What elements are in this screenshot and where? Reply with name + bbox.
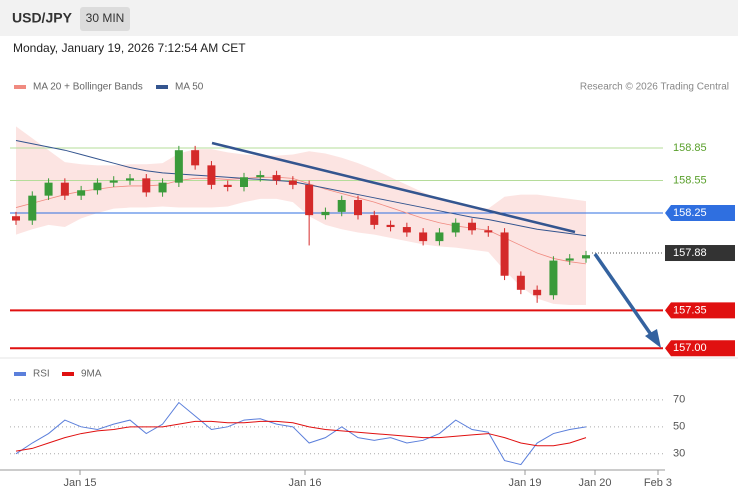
level-box bbox=[665, 302, 735, 319]
candle-body bbox=[305, 184, 314, 216]
ma50-line bbox=[15, 139, 587, 237]
symbol: USD/JPY bbox=[12, 10, 73, 26]
candle-body bbox=[93, 182, 102, 191]
candle-body bbox=[126, 178, 134, 181]
candle-body bbox=[565, 258, 574, 261]
credit: Research © 2026 Trading Central bbox=[580, 82, 729, 93]
legend-entry: 9MA bbox=[81, 369, 102, 380]
candle-body bbox=[582, 255, 590, 259]
candle-body bbox=[549, 260, 558, 296]
legend-entry: MA 20 + Bollinger Bands bbox=[33, 82, 143, 93]
candle-body bbox=[77, 190, 86, 196]
candle-body bbox=[533, 289, 542, 296]
candle-body bbox=[516, 275, 525, 290]
trend-line bbox=[211, 141, 576, 234]
candle-body bbox=[402, 227, 411, 233]
rsi-line bbox=[15, 420, 587, 452]
x-tick-label: Feb 3 bbox=[644, 477, 672, 489]
candle-body bbox=[451, 222, 460, 233]
candle-body bbox=[60, 182, 69, 196]
timeframe[interactable]: 30 MIN bbox=[86, 11, 125, 25]
candle-body bbox=[354, 199, 362, 216]
level-label: 158.85 bbox=[673, 142, 707, 154]
bollinger-band bbox=[16, 126, 586, 305]
candle-body bbox=[337, 199, 346, 212]
candle-body bbox=[386, 224, 395, 228]
level-label: 157.88 bbox=[673, 247, 707, 259]
candle-body bbox=[191, 150, 200, 166]
candle-body bbox=[109, 180, 118, 183]
level-label: 158.25 bbox=[673, 207, 707, 219]
rsi-line bbox=[15, 401, 587, 466]
candle-body bbox=[240, 177, 248, 187]
candle-body bbox=[256, 175, 265, 178]
candle-body bbox=[272, 175, 281, 181]
candle-body bbox=[142, 178, 151, 193]
candle-body bbox=[207, 165, 216, 185]
x-tick-label: Jan 16 bbox=[288, 477, 321, 489]
candle-body bbox=[28, 195, 37, 221]
x-tick-label: Jan 20 bbox=[578, 477, 611, 489]
y-tick-label: 30 bbox=[673, 448, 685, 460]
candle-body bbox=[174, 150, 183, 183]
candle-body bbox=[484, 230, 493, 233]
candle-body bbox=[158, 182, 167, 193]
candle-body bbox=[223, 184, 232, 187]
candle-body bbox=[435, 232, 444, 242]
legend-swatch bbox=[14, 372, 26, 376]
level-box bbox=[665, 245, 735, 262]
candle-body bbox=[419, 232, 428, 242]
x-tick-label: Jan 19 bbox=[508, 477, 541, 489]
legend-swatch bbox=[62, 372, 74, 376]
candle-body bbox=[44, 182, 53, 196]
candle-body bbox=[500, 232, 509, 276]
level-label: 157.00 bbox=[673, 342, 707, 354]
y-tick-label: 70 bbox=[673, 394, 685, 406]
x-tick-label: Jan 15 bbox=[63, 477, 96, 489]
level-box bbox=[665, 204, 735, 221]
candle-body bbox=[321, 211, 330, 216]
legend-swatch bbox=[156, 85, 168, 89]
arrow-head bbox=[645, 329, 661, 348]
candle-body bbox=[288, 180, 297, 185]
y-tick-label: 50 bbox=[673, 421, 685, 433]
level-label: 158.55 bbox=[673, 174, 707, 186]
level-box bbox=[665, 340, 735, 357]
candle-body bbox=[468, 222, 476, 231]
legend-swatch bbox=[14, 85, 26, 89]
timeframe-button[interactable] bbox=[80, 7, 130, 31]
forecast-arrow bbox=[593, 253, 654, 337]
candle-body bbox=[370, 215, 379, 225]
candle-body bbox=[12, 216, 20, 221]
legend-entry: RSI bbox=[33, 369, 50, 380]
datetime: Monday, January 19, 2026 7:12:54 AM CET bbox=[13, 41, 246, 55]
plot: 158.85 158.55 158.25 157.88 157.35 157.00 Jan … bbox=[10, 126, 735, 489]
level-label: 157.35 bbox=[673, 304, 707, 316]
legend-entry: MA 50 bbox=[175, 82, 204, 93]
